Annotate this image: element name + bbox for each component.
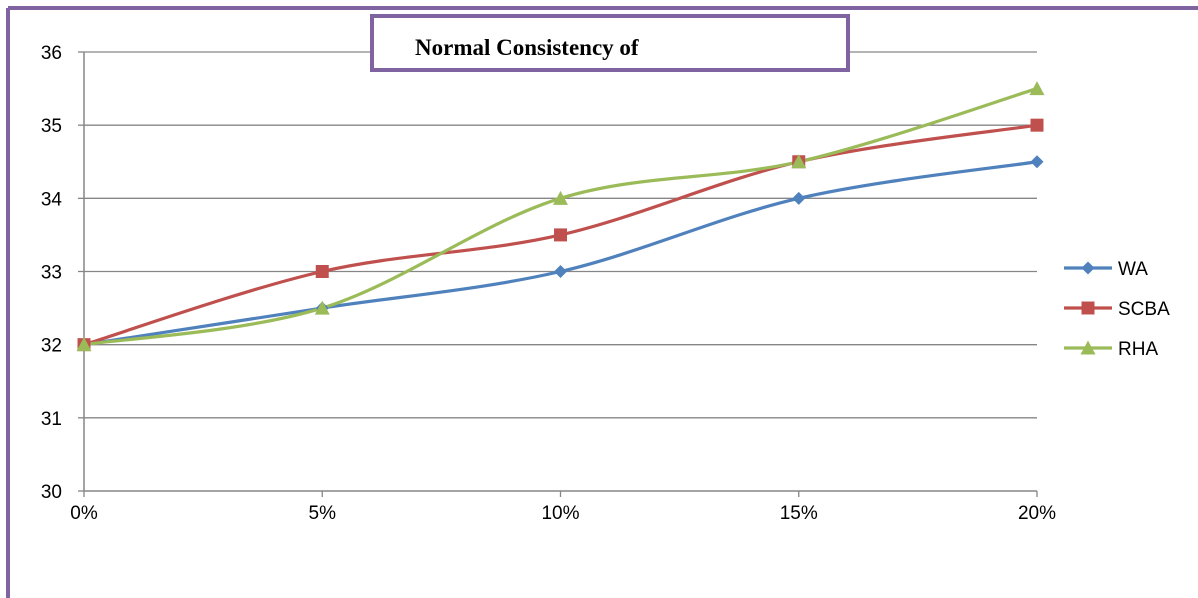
legend-marker-scba [1081,301,1095,315]
data-point-scba [315,265,329,278]
title-border [370,14,850,72]
y-tick-label: 35 [41,116,62,137]
series-line-rha [82,86,1039,347]
y-tick-label: 32 [41,336,62,357]
data-point-wa [1030,155,1044,169]
data-point-rha [76,337,92,352]
data-point-rha [314,300,330,315]
series-lines [82,86,1039,347]
legend-label-wa: WA [1118,259,1148,280]
x-tick-labels: 0% 5% 10% 15% 20% [70,503,1056,524]
x-tick-label: 10% [541,503,579,524]
x-tick-label: 15% [780,503,818,524]
data-point-wa [792,191,806,205]
data-point-scba [554,228,567,242]
chart-title: Normal Consistency of [415,35,639,60]
y-tick-labels: 30 31 32 33 34 35 36 [41,43,63,503]
y-tick-label: 30 [41,482,62,503]
data-point-scba [1030,118,1044,132]
legend: WA SCBA RHA [1064,259,1170,360]
x-tick-label: 0% [70,503,98,524]
legend-label-scba: SCBA [1118,299,1170,320]
series-line-wa [82,160,1039,347]
data-point-wa [554,265,567,278]
series-markers [76,81,1045,352]
legend-marker-wa [1081,261,1095,275]
x-tick-label: 5% [309,503,337,524]
data-point-rha [1029,81,1045,96]
legend-label-rha: RHA [1118,339,1158,360]
y-tick-label: 31 [41,409,62,430]
data-point-rha [553,190,568,205]
chart-title-box: Normal Consistency of [370,14,850,72]
y-tick-label: 34 [41,189,63,210]
legend-marker-rha [1080,340,1096,355]
y-tick-label: 33 [41,263,62,284]
axes [83,52,1038,497]
y-tick-label: 36 [41,43,62,64]
x-tick-label: 20% [1018,503,1056,524]
data-point-rha [791,154,807,169]
